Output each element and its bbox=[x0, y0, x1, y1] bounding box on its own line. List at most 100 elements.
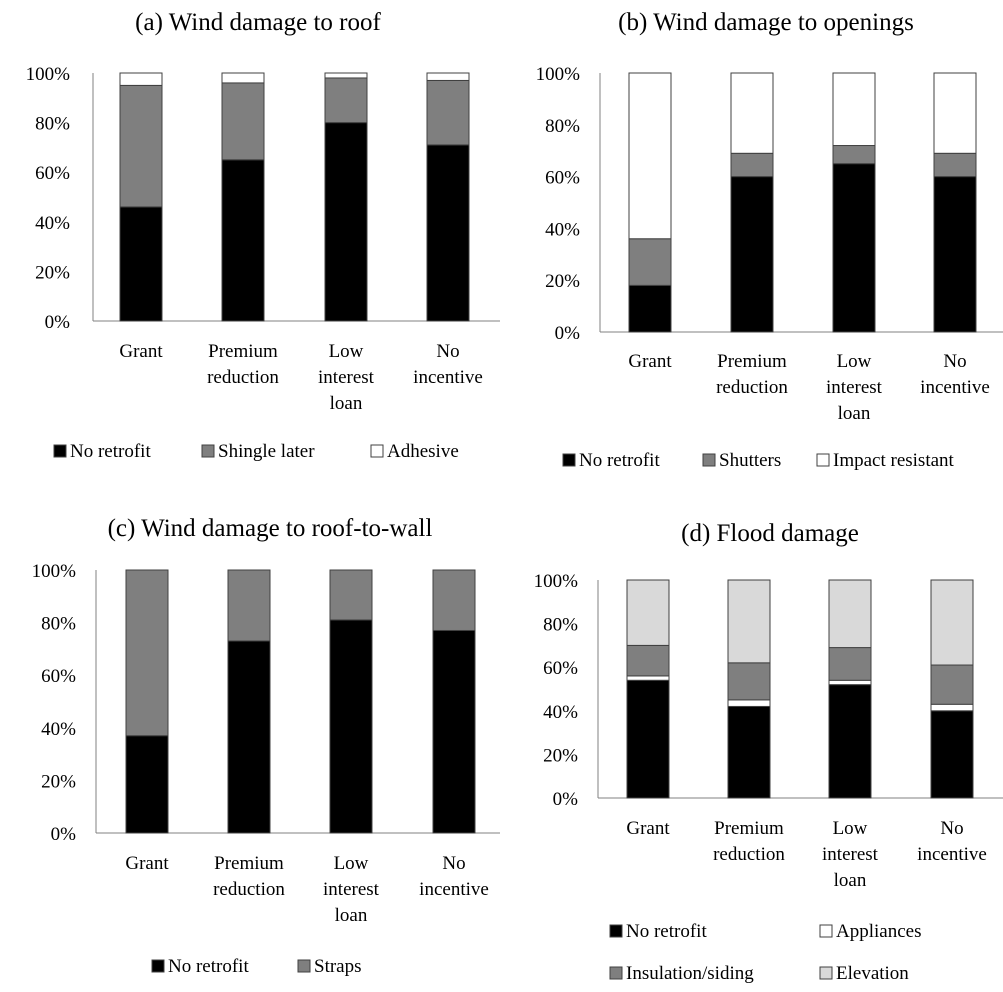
bar-segment bbox=[930, 710, 974, 799]
y-tick-label: 60% bbox=[35, 163, 70, 184]
chart-title: (a) Wind damage to roof bbox=[135, 9, 381, 36]
legend-label: No retrofit bbox=[70, 441, 151, 462]
legend-swatch bbox=[151, 959, 165, 973]
bar-segment bbox=[432, 569, 476, 631]
legend-label: Adhesive bbox=[387, 441, 459, 462]
x-category-label: interest bbox=[826, 377, 883, 398]
bar-segment bbox=[221, 72, 265, 84]
y-tick-label: 60% bbox=[543, 658, 578, 679]
chart-panel-c: (c) Wind damage to roof-to-wall 0% 20% 40% 6… bbox=[32, 515, 500, 977]
bar-segment bbox=[119, 84, 163, 208]
x-category-label: No bbox=[442, 853, 465, 874]
chart-panel-a: (a) Wind damage to roof 0% 20% 40% 60% 80% 100… bbox=[26, 9, 500, 462]
legend-swatch bbox=[819, 966, 833, 980]
y-tick-label: 0% bbox=[51, 824, 77, 845]
bar-segment bbox=[324, 122, 368, 322]
x-category-label: Premium bbox=[208, 341, 278, 362]
y-tick-label: 100% bbox=[534, 571, 579, 592]
bar-segment bbox=[930, 579, 974, 666]
legend-swatch bbox=[297, 959, 311, 973]
bar-segment bbox=[329, 569, 373, 621]
bar-segment bbox=[832, 163, 876, 333]
x-category-label: incentive bbox=[419, 879, 489, 900]
bar-segment bbox=[828, 679, 872, 686]
bar-segment bbox=[727, 699, 771, 707]
legend-label: No retrofit bbox=[168, 956, 249, 977]
legend-label: Impact resistant bbox=[833, 450, 955, 471]
bar-segment bbox=[426, 144, 470, 322]
y-tick-label: 80% bbox=[35, 114, 70, 135]
y-tick-label: 20% bbox=[35, 262, 70, 283]
x-category-label: incentive bbox=[413, 367, 483, 388]
bar-segment bbox=[828, 684, 872, 799]
bar-segment bbox=[730, 152, 774, 178]
bar-segment bbox=[628, 284, 672, 333]
legend-swatch bbox=[609, 966, 623, 980]
chart-title: (d) Flood damage bbox=[681, 520, 859, 547]
bar-segment bbox=[628, 238, 672, 286]
bar-segment bbox=[832, 72, 876, 147]
legend-label: Appliances bbox=[836, 921, 921, 942]
legend-swatch bbox=[370, 444, 384, 458]
bar-segment bbox=[125, 735, 169, 834]
bar-segment bbox=[933, 72, 977, 154]
y-tick-label: 20% bbox=[545, 271, 580, 292]
x-category-label: Grant bbox=[119, 341, 163, 362]
x-category-label: interest bbox=[822, 844, 879, 865]
legend-swatch bbox=[562, 453, 576, 467]
x-category-label: No bbox=[436, 341, 459, 362]
legend-label: Shutters bbox=[719, 450, 781, 471]
x-category-label: No bbox=[943, 351, 966, 372]
y-tick-label: 100% bbox=[32, 561, 77, 582]
x-category-label: loan bbox=[330, 393, 363, 414]
y-tick-label: 40% bbox=[35, 213, 70, 234]
bar-segment bbox=[227, 569, 271, 642]
y-tick-label: 0% bbox=[555, 323, 581, 344]
chart-panel-d: (d) Flood damage 0% 20% 40% 60% 80% 100% Grant P… bbox=[534, 520, 1003, 984]
y-tick-label: 20% bbox=[41, 771, 76, 792]
x-category-label: loan bbox=[838, 403, 871, 424]
y-tick-label: 60% bbox=[545, 168, 580, 189]
x-category-label: Low bbox=[329, 341, 364, 362]
chart-title: (b) Wind damage to openings bbox=[618, 9, 914, 36]
x-category-label: reduction bbox=[713, 844, 785, 865]
bar-segment bbox=[930, 664, 974, 705]
y-tick-label: 60% bbox=[41, 666, 76, 687]
bar-segment bbox=[628, 72, 672, 240]
y-tick-label: 80% bbox=[41, 614, 76, 635]
x-category-label: Low bbox=[837, 351, 872, 372]
bar-segment bbox=[626, 675, 670, 681]
x-category-label: Premium bbox=[214, 853, 284, 874]
x-category-label: Premium bbox=[714, 818, 784, 839]
chart-title: (c) Wind damage to roof-to-wall bbox=[108, 515, 433, 542]
bar-segment bbox=[432, 629, 476, 834]
bar-segment bbox=[426, 72, 470, 81]
legend-label: No retrofit bbox=[626, 921, 707, 942]
bar-segment bbox=[828, 579, 872, 649]
bar-segment bbox=[227, 640, 271, 834]
bar-segment bbox=[727, 579, 771, 664]
x-category-label: loan bbox=[335, 905, 368, 926]
x-category-label: reduction bbox=[207, 367, 279, 388]
bar-segment bbox=[221, 82, 265, 161]
legend-swatch bbox=[819, 924, 833, 938]
x-category-label: Low bbox=[833, 818, 868, 839]
bar-segment bbox=[221, 159, 265, 322]
bar-segment bbox=[626, 579, 670, 646]
y-tick-label: 40% bbox=[545, 219, 580, 240]
legend-label: Straps bbox=[314, 956, 362, 977]
bar-segment bbox=[119, 72, 163, 86]
bar-segment bbox=[832, 145, 876, 165]
x-category-label: loan bbox=[834, 870, 867, 891]
y-tick-label: 40% bbox=[41, 719, 76, 740]
legend-swatch bbox=[609, 924, 623, 938]
bar-segment bbox=[727, 705, 771, 799]
legend-swatch bbox=[53, 444, 67, 458]
y-tick-label: 0% bbox=[553, 789, 579, 810]
x-category-label: incentive bbox=[917, 844, 987, 865]
x-category-label: reduction bbox=[213, 879, 285, 900]
x-category-label: No bbox=[940, 818, 963, 839]
y-tick-label: 0% bbox=[45, 312, 71, 333]
x-category-label: reduction bbox=[716, 377, 788, 398]
